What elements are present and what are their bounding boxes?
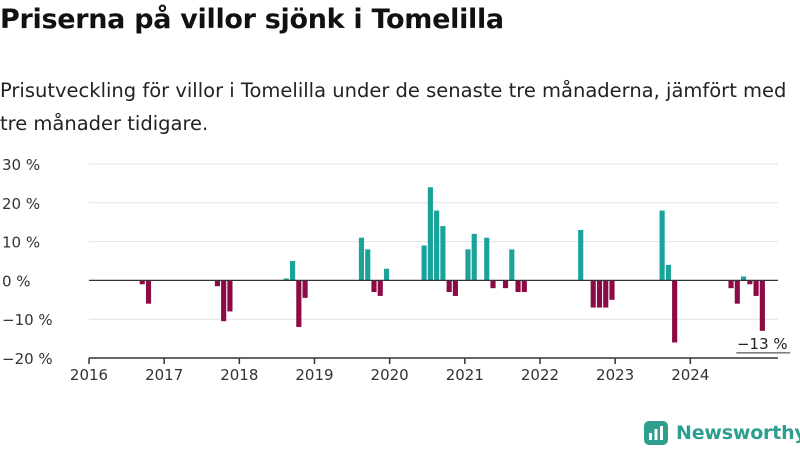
bar <box>383 268 390 281</box>
bar <box>490 280 496 289</box>
bar <box>521 280 527 293</box>
y-tick-label: 30 % <box>2 156 40 174</box>
bar <box>290 261 296 281</box>
bar <box>596 280 603 308</box>
bar <box>377 280 383 296</box>
bar <box>665 264 671 281</box>
newsworthy-logo-icon <box>644 421 668 445</box>
bar <box>753 280 759 296</box>
x-tick-label: 2024 <box>671 366 709 384</box>
chart-title: Priserna på villor sjönk i Tomelilla <box>0 4 504 35</box>
brand: Newsworthy <box>644 419 800 447</box>
bar <box>578 229 584 281</box>
bar <box>365 249 371 281</box>
bar <box>484 237 490 281</box>
bar <box>434 210 440 281</box>
y-tick-label: 20 % <box>2 195 40 213</box>
bar <box>227 280 233 312</box>
bar <box>421 245 427 281</box>
brand-name: Newsworthy <box>676 422 800 444</box>
y-tick-label: −20 % <box>2 350 53 368</box>
bar <box>515 280 521 293</box>
bar <box>446 280 452 293</box>
last-value-label: −13 % <box>737 335 788 353</box>
x-tick-label: 2022 <box>521 366 559 384</box>
bar <box>427 187 433 281</box>
bar <box>759 280 765 331</box>
bar <box>659 210 665 281</box>
bar <box>302 280 308 298</box>
bar <box>590 280 596 308</box>
bar <box>440 226 446 281</box>
chart-subtitle: Prisutveckling för villor i Tomelilla un… <box>0 79 787 135</box>
y-tick-label: 10 % <box>2 234 40 252</box>
bar <box>283 278 289 281</box>
x-tick-label: 2020 <box>371 366 409 384</box>
bar <box>452 280 458 296</box>
bar <box>139 280 145 285</box>
bar <box>371 280 377 293</box>
bar-chart: 30 % 20 % 10 % 0 % −10 % −20 % 2016 2017 2018 201… <box>2 156 791 384</box>
x-tick-label: 2016 <box>70 366 108 384</box>
bar <box>672 280 678 343</box>
x-tick-label: 2023 <box>596 366 634 384</box>
bar <box>471 233 477 281</box>
bar <box>214 280 220 287</box>
bar <box>465 249 471 281</box>
bar <box>509 249 515 281</box>
bar <box>609 280 615 300</box>
bar <box>145 280 152 304</box>
y-tick-label: 0 % <box>2 272 31 290</box>
x-tick-label: 2019 <box>295 366 333 384</box>
bar <box>296 280 302 327</box>
bar <box>734 280 740 304</box>
x-tick-label: 2021 <box>446 366 484 384</box>
y-tick-label: −10 % <box>2 311 53 329</box>
x-tick-label: 2018 <box>220 366 258 384</box>
bar <box>358 237 365 281</box>
bar <box>747 280 753 285</box>
bar <box>740 276 747 281</box>
bar <box>728 280 734 289</box>
bar <box>603 280 609 308</box>
bar <box>221 280 227 322</box>
x-tick-label: 2017 <box>145 366 183 384</box>
bar <box>502 280 509 289</box>
